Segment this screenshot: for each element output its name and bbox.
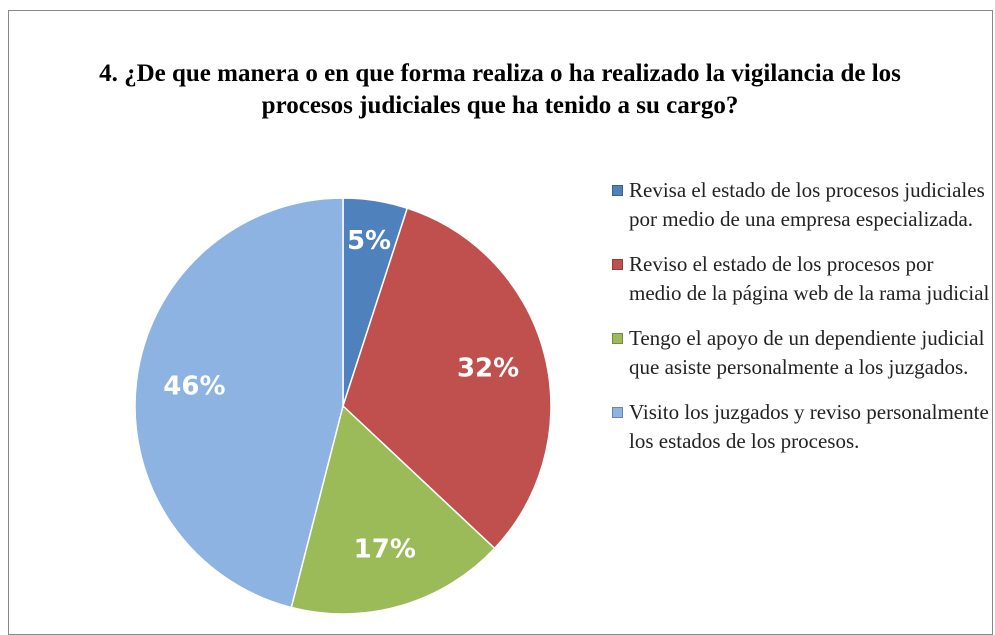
legend-item: Visito los juzgados y reviso personalmen… [610,398,990,456]
legend-label: Visito los juzgados y reviso personalmen… [629,400,989,453]
data-label: 46% [163,372,225,402]
legend-item: Revisa el estado de los procesos judicia… [610,176,990,234]
legend-item: Tengo el apoyo de un dependiente judicia… [610,324,990,382]
legend-label: Reviso el estado de los procesos por med… [629,252,990,305]
legend-swatch [612,333,623,344]
legend-swatch [612,407,623,418]
pie-slice [134,197,344,609]
pie-slice [290,404,496,615]
legend-swatch [612,259,623,270]
data-label: 17% [354,534,416,564]
legend-swatch [612,185,623,196]
legend-label: Revisa el estado de los procesos judicia… [629,178,985,231]
legend-item: Reviso el estado de los procesos por med… [610,250,990,308]
chart-title: 4. ¿De que manera o en que forma realiza… [99,60,901,119]
legend-label: Tengo el apoyo de un dependiente judicia… [629,326,985,379]
data-label: 32% [457,353,519,383]
data-label: 5% [347,226,391,256]
legend: Revisa el estado de los procesos judicia… [610,176,990,472]
pie-slice [342,207,552,550]
